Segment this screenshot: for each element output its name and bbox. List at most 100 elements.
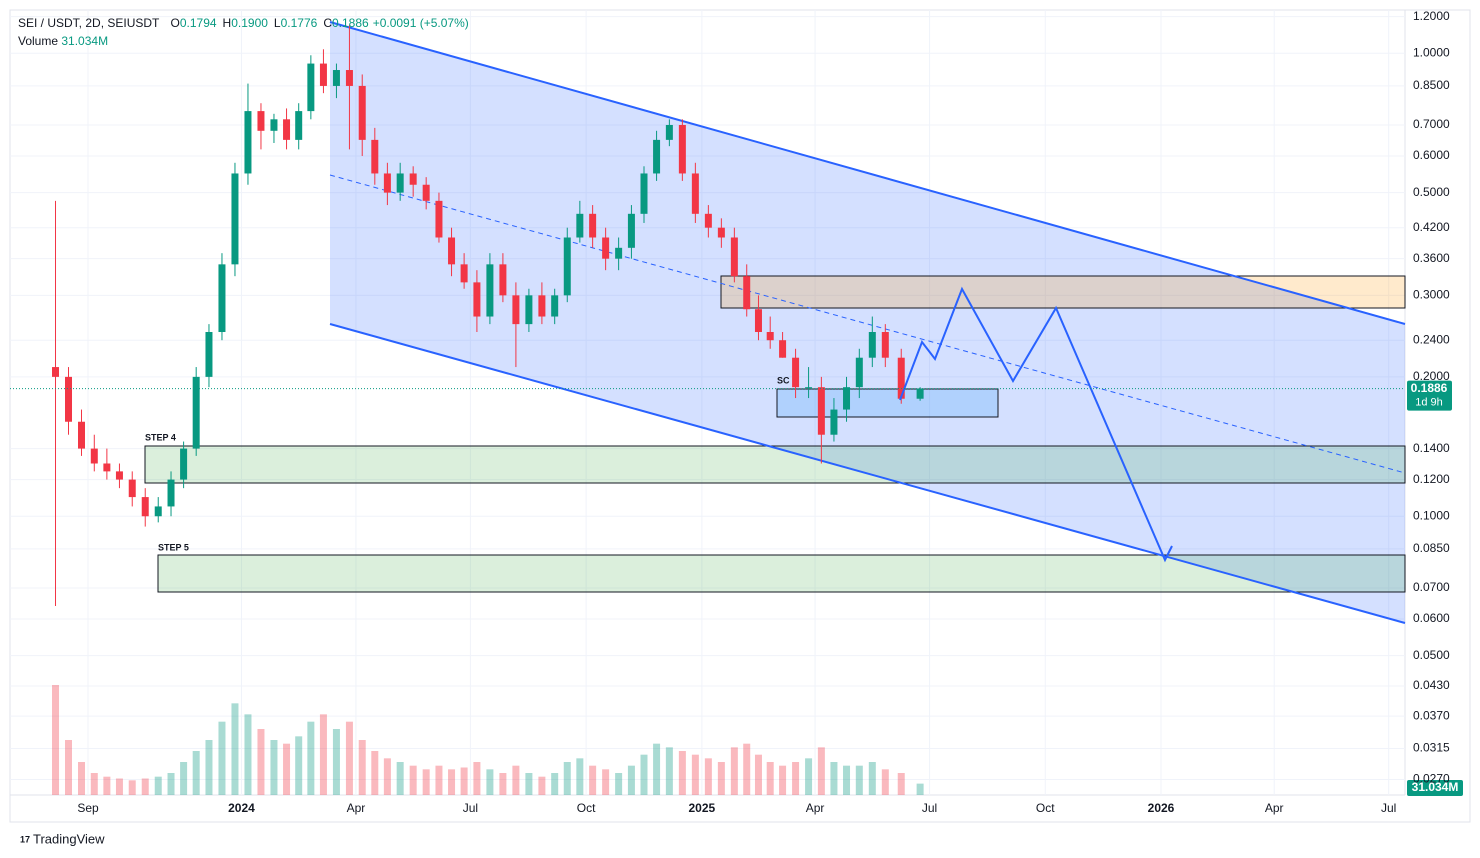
candle-body bbox=[205, 332, 213, 377]
x-tick-label: Sep bbox=[77, 801, 99, 815]
y-tick-label: 0.0500 bbox=[1413, 648, 1450, 662]
candle-body bbox=[460, 264, 468, 283]
volume-bar bbox=[499, 773, 507, 795]
candle-body bbox=[754, 309, 762, 333]
price-tag-countdown: 1d 9h bbox=[1415, 397, 1443, 409]
change: +0.0091 (+5.07%) bbox=[373, 16, 469, 30]
y-tick-label: 0.0600 bbox=[1413, 611, 1450, 625]
candle-body bbox=[422, 184, 430, 201]
candle-body bbox=[730, 237, 738, 277]
volume-bar bbox=[345, 721, 353, 795]
candle-body bbox=[743, 276, 751, 310]
candle-body bbox=[615, 247, 623, 259]
candle-body bbox=[805, 387, 813, 389]
volume-bar bbox=[653, 743, 661, 795]
volume-bar bbox=[422, 769, 430, 795]
volume-bar bbox=[640, 754, 648, 795]
volume-bar bbox=[78, 762, 86, 795]
volume-key: Volume bbox=[18, 34, 58, 48]
y-tick-label: 0.3600 bbox=[1413, 251, 1450, 265]
volume-value: 31.034M bbox=[61, 34, 108, 48]
candle-body bbox=[283, 119, 291, 140]
volume-tag bbox=[1407, 780, 1463, 796]
candle-body bbox=[383, 173, 391, 193]
volume-bar bbox=[218, 721, 226, 795]
y-tick-label: 0.5000 bbox=[1413, 185, 1450, 199]
legend-header: SEI / USDT, 2D, SEIUSDT O0.1794 H0.1900 L0… bbox=[18, 16, 469, 30]
candle-body bbox=[576, 213, 584, 238]
volume-bar bbox=[805, 758, 813, 795]
volume-bar bbox=[602, 769, 610, 795]
volume-bar bbox=[855, 765, 863, 795]
volume-bar bbox=[817, 747, 825, 795]
volume-bar bbox=[396, 762, 404, 795]
ohlc-value: 0.1886 bbox=[332, 16, 369, 30]
volume-bar bbox=[754, 754, 762, 795]
candle-body bbox=[65, 376, 73, 422]
candle-body bbox=[257, 111, 265, 131]
candle-body bbox=[817, 387, 825, 435]
candle-body bbox=[627, 213, 635, 248]
resistance-box bbox=[720, 275, 1406, 309]
candle-body bbox=[358, 85, 366, 140]
volume-bar bbox=[115, 778, 123, 795]
volume-bar bbox=[916, 783, 924, 795]
candle-body bbox=[141, 497, 149, 517]
candle-body bbox=[180, 448, 188, 480]
candle-body bbox=[717, 227, 725, 238]
candle-body bbox=[52, 367, 60, 377]
x-tick-label: Jul bbox=[922, 801, 937, 815]
candle-body bbox=[115, 471, 123, 480]
channel-fill bbox=[330, 22, 1405, 623]
y-tick-label: 0.1200 bbox=[1413, 472, 1450, 486]
ohlc-key: L bbox=[274, 16, 281, 30]
candle-body bbox=[640, 173, 648, 214]
candle-body bbox=[371, 139, 379, 174]
candle-body bbox=[704, 213, 712, 228]
candle-body bbox=[270, 119, 278, 131]
volume-bar bbox=[180, 762, 188, 795]
candle-body bbox=[855, 357, 863, 388]
channel-upper bbox=[329, 21, 1406, 325]
volume-bar bbox=[627, 765, 635, 795]
candle-body bbox=[779, 340, 787, 358]
symbol: SEI / USDT, 2D, SEIUSDT bbox=[18, 16, 160, 30]
candle-body bbox=[167, 479, 175, 507]
volume-bar bbox=[270, 740, 278, 795]
projection-path bbox=[899, 286, 1173, 563]
volume-bar bbox=[843, 765, 851, 795]
volume-bar bbox=[868, 762, 876, 795]
candle-body bbox=[128, 479, 136, 498]
candle-body bbox=[843, 387, 851, 410]
volume-bar bbox=[512, 765, 520, 795]
candle-body bbox=[665, 124, 673, 140]
ohlc-key: C bbox=[323, 16, 332, 30]
volume-bar bbox=[881, 769, 889, 795]
y-tick-label: 0.2400 bbox=[1413, 332, 1450, 346]
y-tick-label: 0.7000 bbox=[1413, 117, 1450, 131]
volume-bar bbox=[691, 754, 699, 795]
y-tick-label: 0.0430 bbox=[1413, 678, 1450, 692]
candle-body bbox=[448, 237, 456, 265]
logo-mark: 17 bbox=[20, 834, 30, 844]
volume-bar bbox=[730, 747, 738, 795]
volume-bar bbox=[371, 751, 379, 795]
volume-bar bbox=[779, 765, 787, 795]
candles bbox=[52, 25, 924, 606]
support-box bbox=[776, 388, 999, 418]
candle-body bbox=[244, 111, 252, 174]
candle-body bbox=[589, 213, 597, 238]
y-tick-label: 0.8500 bbox=[1413, 78, 1450, 92]
candle-body bbox=[691, 173, 699, 214]
volume-bar bbox=[576, 758, 584, 795]
volume-bar bbox=[205, 740, 213, 795]
volume-legend: Volume 31.034M bbox=[18, 34, 108, 48]
candle-body bbox=[90, 448, 98, 464]
x-tick-label: 2024 bbox=[228, 801, 255, 815]
volume-bar bbox=[90, 773, 98, 795]
candle-body bbox=[830, 409, 838, 435]
candle-body bbox=[332, 70, 340, 86]
candle-body bbox=[499, 264, 507, 296]
volume-bar bbox=[409, 765, 417, 795]
